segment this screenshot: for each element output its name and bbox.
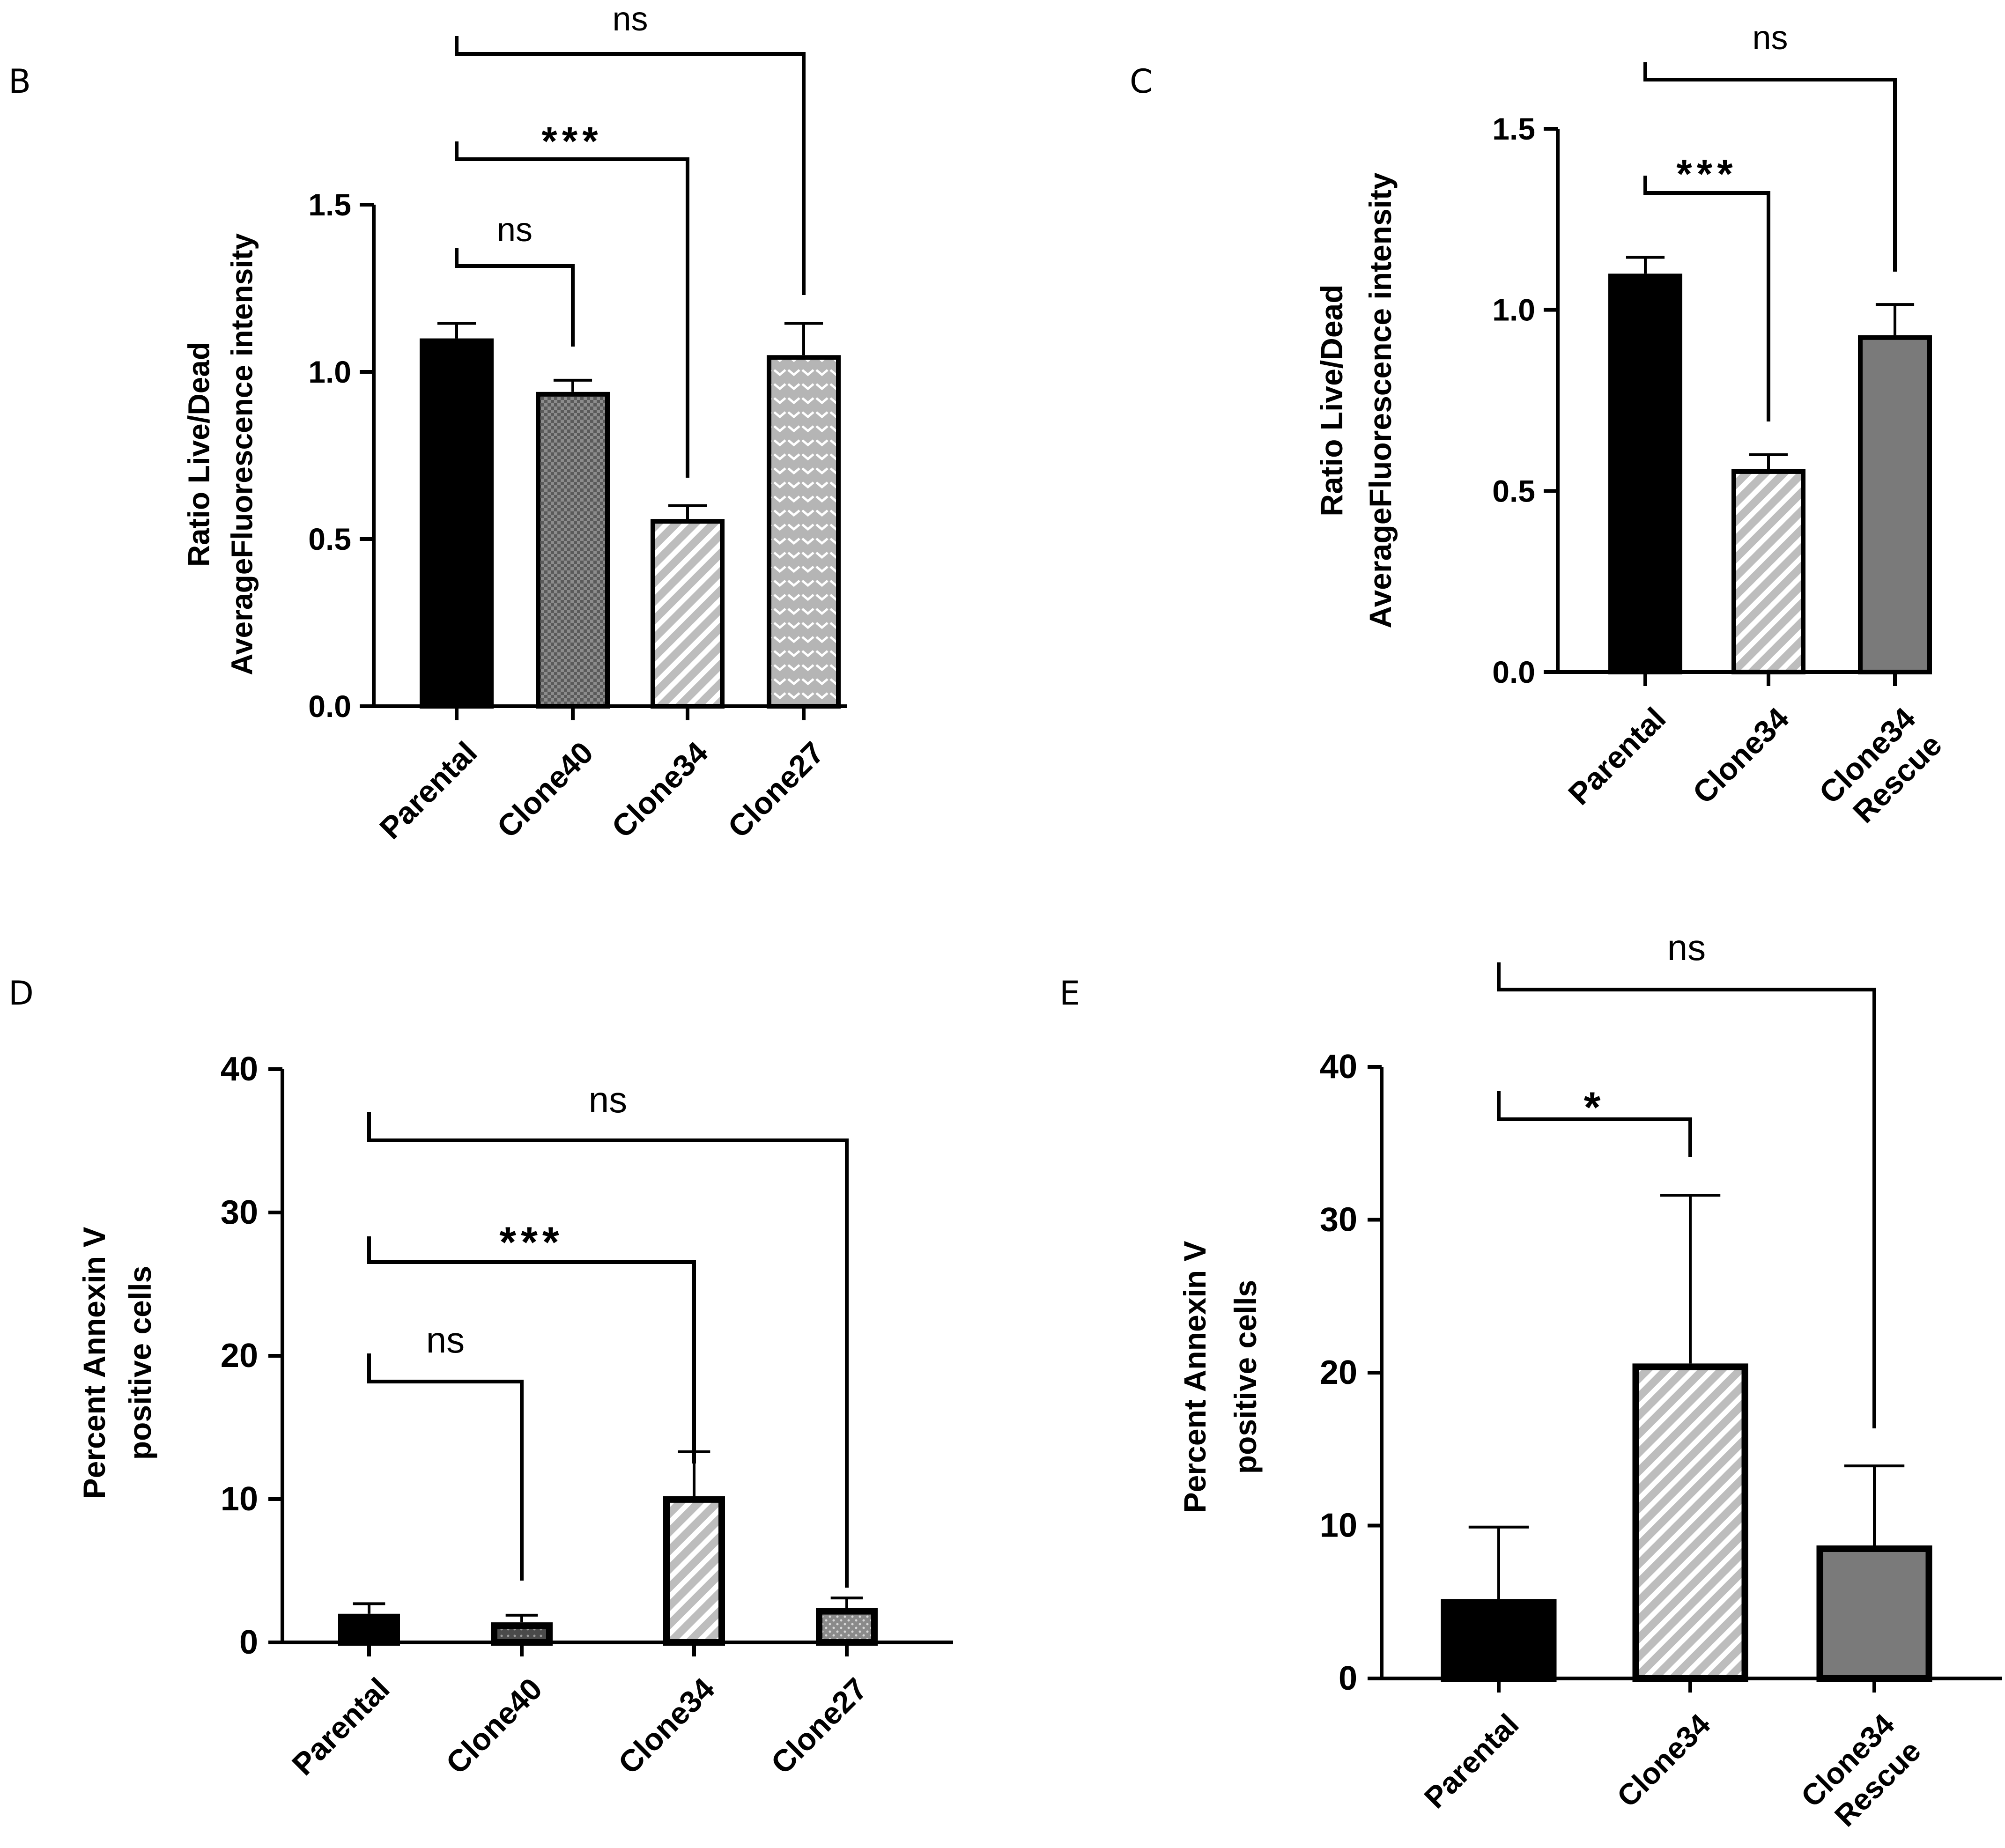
x-tick-label: Clone34 — [605, 735, 715, 844]
x-tick-label: Clone34 — [1686, 701, 1796, 810]
y-tick-label: 0 — [239, 1624, 258, 1661]
x-tick-label: Clone34Rescue — [1813, 701, 1949, 837]
bar — [1608, 274, 1682, 674]
x-tick-label: Clone34Rescue — [1795, 1707, 1928, 1840]
x-tick-label: Parental — [373, 735, 484, 846]
x-tick-label: Clone27 — [721, 735, 831, 844]
significance-label: ns — [426, 1319, 465, 1360]
x-tick-label: Clone34 — [612, 1671, 721, 1781]
significance-label: *** — [1676, 152, 1737, 197]
x-tick-label: Clone40 — [490, 735, 600, 844]
y-axis-label: Ratio Live/Dead AverageFluorescence inten… — [182, 233, 259, 675]
significance-bracket — [367, 1112, 849, 1588]
bar — [1731, 469, 1805, 675]
y-tick-label: 0.5 — [308, 522, 351, 556]
panel-label-d: D — [8, 974, 34, 1013]
bar — [491, 1622, 553, 1646]
x-tick-label: Clone27 — [764, 1671, 874, 1781]
y-tick-label: 10 — [1320, 1507, 1357, 1545]
y-tick-label: 40 — [1320, 1048, 1357, 1086]
y-axis-label: Ratio Live/Dead AverageFluorescence inten… — [1314, 172, 1398, 628]
y-tick-label: 1.5 — [1492, 111, 1535, 146]
y-tick-label: 1.0 — [308, 355, 351, 389]
x-tick-label: Parental — [285, 1671, 396, 1782]
bar — [816, 1608, 878, 1646]
bar — [651, 519, 725, 709]
bar — [1816, 1545, 1932, 1682]
y-tick-label: 20 — [1320, 1354, 1357, 1391]
significance-label: *** — [499, 1219, 563, 1266]
y-tick-label: 30 — [1320, 1201, 1357, 1239]
significance-label: ns — [589, 1079, 627, 1120]
x-tick-label: Clone34 — [1611, 1707, 1717, 1813]
panel-label-b: B — [8, 62, 31, 101]
x-tick-label: Clone40 — [439, 1671, 549, 1781]
significance-bracket — [1497, 962, 1876, 1428]
significance-bracket — [367, 1236, 696, 1464]
y-tick-label: 10 — [221, 1480, 258, 1518]
chart-panel-b: 0.0 0.5 1.0 1.5 Ratio Live/Dead AverageFluore… — [182, 0, 847, 846]
significance-label: ns — [1667, 927, 1706, 968]
bar — [663, 1496, 725, 1646]
significance-label: ns — [1752, 19, 1788, 57]
significance-bracket — [455, 248, 575, 347]
significance-label: ns — [612, 0, 648, 38]
y-tick-label: 1.0 — [1492, 293, 1535, 327]
significance-bracket — [1497, 1091, 1692, 1157]
y-tick-label: 1.5 — [308, 187, 351, 222]
y-tick-label: 20 — [221, 1337, 258, 1375]
significance-bracket — [367, 1353, 524, 1581]
x-tick-label: Parental — [1561, 701, 1672, 812]
y-tick-label: 40 — [221, 1050, 258, 1088]
x-tick-label: Parental — [1418, 1708, 1525, 1815]
y-tick-label: 0.0 — [1492, 655, 1535, 689]
significance-label: ns — [497, 211, 533, 249]
significance-bracket — [1643, 176, 1770, 421]
significance-bracket — [1643, 62, 1897, 272]
y-tick-label: 0.5 — [1492, 473, 1535, 508]
bar — [536, 392, 610, 709]
y-tick-label: 0.0 — [308, 689, 351, 724]
y-tick-label: 30 — [221, 1194, 258, 1231]
bar — [338, 1613, 400, 1646]
bar — [767, 355, 841, 709]
significance-label: *** — [541, 119, 602, 164]
significance-bracket — [455, 141, 689, 478]
panel-label-c: C — [1130, 62, 1153, 101]
significance-label: * — [1584, 1084, 1605, 1131]
chart-panel-c: 0.0 0.5 1.0 1.5 Ratio Live/Dead AverageFluore… — [1314, 19, 1949, 837]
bar — [1858, 335, 1932, 674]
bar — [420, 338, 494, 709]
y-tick-label: 0 — [1339, 1660, 1357, 1697]
bar — [1441, 1599, 1557, 1682]
bar — [1632, 1363, 1748, 1682]
panel-label-e: E — [1059, 974, 1080, 1013]
significance-bracket — [455, 36, 806, 295]
